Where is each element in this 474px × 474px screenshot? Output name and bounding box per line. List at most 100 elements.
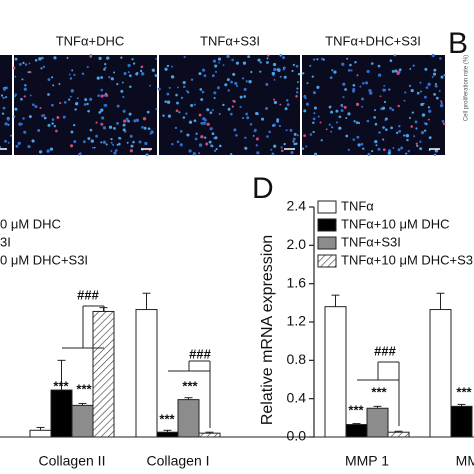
nucleus <box>249 122 253 126</box>
nucleus <box>355 102 360 107</box>
nucleus <box>29 94 32 97</box>
nucleus <box>273 98 276 101</box>
nucleus <box>420 102 424 107</box>
nucleus <box>123 119 127 123</box>
nucleus <box>266 135 269 138</box>
image-label: TNFα+DHC+S3I <box>325 33 421 48</box>
nucleus <box>200 121 204 125</box>
nucleus <box>338 126 342 130</box>
nucleus <box>211 145 214 148</box>
nucleus <box>199 88 203 91</box>
nucleus <box>214 136 218 140</box>
nucleus <box>252 135 255 137</box>
nucleus <box>256 151 260 155</box>
nucleus <box>406 138 409 142</box>
nucleus <box>248 79 252 84</box>
nucleus <box>405 152 408 155</box>
annotation: *** <box>76 381 92 396</box>
bar <box>345 424 368 438</box>
nucleus <box>51 76 54 79</box>
nucleus <box>55 129 58 133</box>
nucleus <box>297 81 299 83</box>
nucleus <box>342 82 346 86</box>
nucleus <box>140 65 144 69</box>
nucleus <box>309 64 312 67</box>
nucleus <box>91 146 94 149</box>
nucleus <box>127 71 130 74</box>
nucleus <box>164 100 167 103</box>
nucleus <box>100 88 104 92</box>
nucleus <box>166 64 170 68</box>
nucleus <box>95 121 98 124</box>
nucleus <box>27 71 30 74</box>
nucleus <box>126 141 129 144</box>
nucleus <box>296 87 299 90</box>
nucleus <box>195 132 198 135</box>
nucleus <box>440 101 443 105</box>
nucleus <box>104 66 107 69</box>
nucleus <box>328 123 331 126</box>
bar <box>92 310 115 438</box>
nucleus <box>360 142 364 146</box>
nucleus <box>276 118 280 122</box>
nucleus <box>273 78 276 81</box>
nucleus <box>192 152 196 156</box>
nucleus <box>413 135 416 138</box>
nucleus <box>355 121 359 124</box>
nucleus <box>270 148 273 151</box>
nucleus <box>213 91 217 95</box>
legend-swatch <box>317 200 337 214</box>
nucleus <box>141 72 145 76</box>
nucleus <box>352 89 355 93</box>
nucleus <box>309 133 313 136</box>
nucleus <box>361 97 364 101</box>
nucleus <box>433 93 437 96</box>
legend-label: TNFα+10 μM DHC <box>341 216 450 231</box>
nucleus <box>250 70 253 74</box>
nucleus <box>282 56 286 60</box>
nucleus <box>18 122 22 126</box>
nucleus <box>4 139 7 143</box>
nucleus <box>442 122 446 126</box>
nucleus <box>412 64 415 67</box>
x-tick-label: Collagen II <box>39 453 106 469</box>
nucleus <box>273 144 277 148</box>
nucleus <box>113 126 116 130</box>
nucleus <box>304 97 307 100</box>
nucleus <box>122 95 125 99</box>
nucleus <box>347 112 351 116</box>
nucleus <box>285 99 289 102</box>
nucleus <box>272 62 277 67</box>
nucleus <box>73 123 76 127</box>
nucleus <box>56 115 60 119</box>
nucleus <box>81 72 85 75</box>
nucleus <box>389 59 393 63</box>
nucleus <box>131 58 134 61</box>
nucleus <box>409 67 412 70</box>
nucleus <box>292 140 295 143</box>
micrograph <box>302 55 445 155</box>
nucleus <box>39 107 42 109</box>
nucleus <box>373 116 376 119</box>
nucleus <box>338 115 342 119</box>
nucleus <box>42 65 46 68</box>
bar <box>156 431 179 438</box>
nucleus <box>419 140 422 143</box>
nucleus <box>179 143 183 147</box>
nucleus <box>7 123 10 126</box>
nucleus <box>342 96 345 99</box>
nucleus <box>383 100 387 104</box>
nucleus <box>139 69 143 73</box>
nucleus <box>440 100 443 103</box>
nucleus <box>419 81 422 84</box>
nucleus <box>378 131 381 134</box>
bar <box>366 407 389 438</box>
nucleus <box>242 117 244 119</box>
nucleus <box>104 103 108 107</box>
nucleus <box>415 127 418 130</box>
nucleus <box>175 109 179 113</box>
nucleus <box>407 149 410 153</box>
nucleus <box>434 84 438 88</box>
nucleus <box>350 69 353 72</box>
nucleus <box>432 72 437 76</box>
